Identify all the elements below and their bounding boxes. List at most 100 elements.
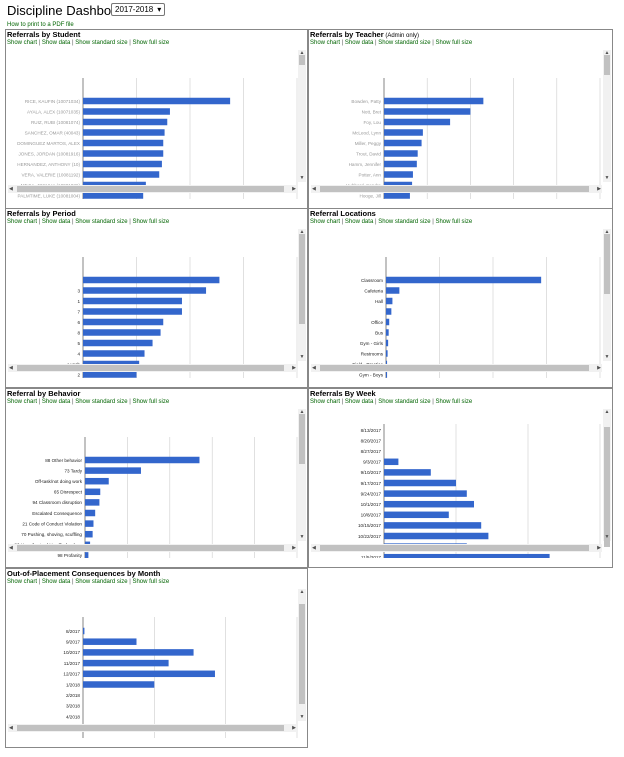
scroll-left-icon[interactable]: ◀ (9, 185, 13, 192)
scroll-down-icon[interactable]: ▼ (299, 175, 305, 181)
bar[interactable] (85, 456, 200, 464)
show-data-link[interactable]: Show data (41, 40, 71, 46)
bar[interactable] (83, 297, 182, 305)
vertical-scroll-thumb[interactable] (299, 414, 305, 464)
bar[interactable] (83, 139, 164, 147)
bar[interactable] (83, 308, 182, 315)
show-standard-size-link[interactable]: Show standard size (75, 579, 128, 585)
bar[interactable] (384, 500, 474, 508)
bar[interactable] (384, 553, 550, 561)
scroll-right-icon[interactable]: ▶ (292, 724, 296, 731)
show-data-link[interactable]: Show data (344, 399, 374, 405)
show-full-size-link[interactable]: Show full size (132, 399, 170, 405)
show-full-size-link[interactable]: Show full size (132, 579, 170, 585)
scroll-left-icon[interactable]: ◀ (312, 544, 316, 551)
bar[interactable] (83, 108, 170, 115)
bar[interactable] (83, 670, 215, 678)
horizontal-scrollbar[interactable]: ◀ ▶ (311, 364, 602, 372)
vertical-scroll-thumb[interactable] (299, 55, 305, 65)
scroll-right-icon[interactable]: ▶ (597, 544, 601, 551)
scroll-right-icon[interactable]: ▶ (597, 364, 601, 371)
bar[interactable] (83, 171, 160, 178)
bar[interactable] (83, 97, 231, 105)
horizontal-scrollbar[interactable]: ◀ ▶ (8, 364, 297, 372)
bar[interactable] (386, 329, 389, 336)
show-full-size-link[interactable]: Show full size (435, 399, 473, 405)
scroll-up-icon[interactable]: ▲ (604, 409, 610, 415)
bar[interactable] (83, 627, 85, 635)
scroll-up-icon[interactable]: ▲ (299, 589, 305, 595)
bar[interactable] (83, 318, 164, 326)
bar[interactable] (384, 108, 471, 115)
bar[interactable] (386, 371, 388, 378)
bar[interactable] (83, 371, 137, 378)
bar[interactable] (83, 192, 144, 199)
vertical-scrollbar[interactable]: ▲ ▼ (603, 50, 611, 182)
bar[interactable] (386, 276, 542, 284)
bar[interactable] (83, 659, 169, 667)
horizontal-scroll-thumb[interactable] (17, 365, 284, 371)
scroll-down-icon[interactable]: ▼ (604, 354, 610, 360)
show-chart-link[interactable]: Show chart (7, 399, 38, 405)
show-chart-link[interactable]: Show chart (7, 219, 38, 225)
vertical-scrollbar[interactable]: ▲ ▼ (298, 50, 306, 182)
vertical-scrollbar[interactable]: ▲ ▼ (298, 229, 306, 361)
bar[interactable] (384, 118, 451, 126)
show-standard-size-link[interactable]: Show standard size (378, 399, 431, 405)
bar[interactable] (83, 638, 137, 645)
bar[interactable] (85, 477, 109, 485)
show-chart-link[interactable]: Show chart (7, 40, 38, 46)
bar[interactable] (384, 458, 399, 466)
show-standard-size-link[interactable]: Show standard size (378, 40, 431, 46)
horizontal-scrollbar[interactable]: ◀ ▶ (8, 724, 297, 732)
bar[interactable] (384, 479, 456, 487)
bar[interactable] (85, 509, 96, 517)
show-data-link[interactable]: Show data (344, 219, 374, 225)
bar[interactable] (386, 287, 400, 294)
bar[interactable] (384, 522, 482, 529)
bar[interactable] (384, 171, 413, 178)
scroll-right-icon[interactable]: ▶ (292, 364, 296, 371)
bar[interactable] (384, 150, 418, 157)
bar[interactable] (384, 139, 422, 147)
show-chart-link[interactable]: Show chart (310, 219, 341, 225)
horizontal-scroll-thumb[interactable] (17, 545, 284, 551)
bar[interactable] (83, 129, 165, 136)
bar[interactable] (83, 287, 207, 294)
scroll-right-icon[interactable]: ▶ (597, 185, 601, 192)
horizontal-scroll-thumb[interactable] (17, 186, 284, 192)
show-chart-link[interactable]: Show chart (7, 579, 38, 585)
vertical-scrollbar[interactable]: ▲ ▼ (298, 409, 306, 541)
bar[interactable] (384, 490, 467, 497)
vertical-scroll-thumb[interactable] (299, 234, 305, 324)
bar[interactable] (83, 681, 155, 688)
bar[interactable] (83, 160, 162, 168)
show-full-size-link[interactable]: Show full size (435, 219, 473, 225)
scroll-down-icon[interactable]: ▼ (604, 534, 610, 540)
bar[interactable] (83, 150, 164, 157)
scroll-left-icon[interactable]: ◀ (9, 724, 13, 731)
bar[interactable] (83, 350, 145, 357)
bar[interactable] (83, 339, 153, 347)
horizontal-scrollbar[interactable]: ◀ ▶ (8, 185, 297, 193)
bar[interactable] (85, 499, 100, 506)
show-standard-size-link[interactable]: Show standard size (75, 399, 128, 405)
show-data-link[interactable]: Show data (41, 219, 71, 225)
horizontal-scrollbar[interactable]: ◀ ▶ (311, 544, 602, 552)
show-data-link[interactable]: Show data (344, 40, 374, 46)
horizontal-scrollbar[interactable]: ◀ ▶ (8, 544, 297, 552)
year-select[interactable]: 2017-2018 ▾ (111, 3, 166, 16)
bar[interactable] (386, 350, 388, 357)
bar[interactable] (83, 118, 168, 126)
horizontal-scrollbar[interactable]: ◀ ▶ (311, 185, 602, 193)
bar[interactable] (85, 530, 93, 538)
scroll-up-icon[interactable]: ▲ (299, 229, 305, 235)
bar[interactable] (386, 339, 389, 347)
bar[interactable] (384, 511, 449, 519)
bar[interactable] (386, 308, 392, 315)
vertical-scrollbar[interactable]: ▲ ▼ (298, 589, 306, 721)
horizontal-scroll-thumb[interactable] (320, 545, 589, 551)
scroll-right-icon[interactable]: ▶ (292, 544, 296, 551)
show-standard-size-link[interactable]: Show standard size (75, 40, 128, 46)
vertical-scroll-thumb[interactable] (604, 427, 610, 547)
